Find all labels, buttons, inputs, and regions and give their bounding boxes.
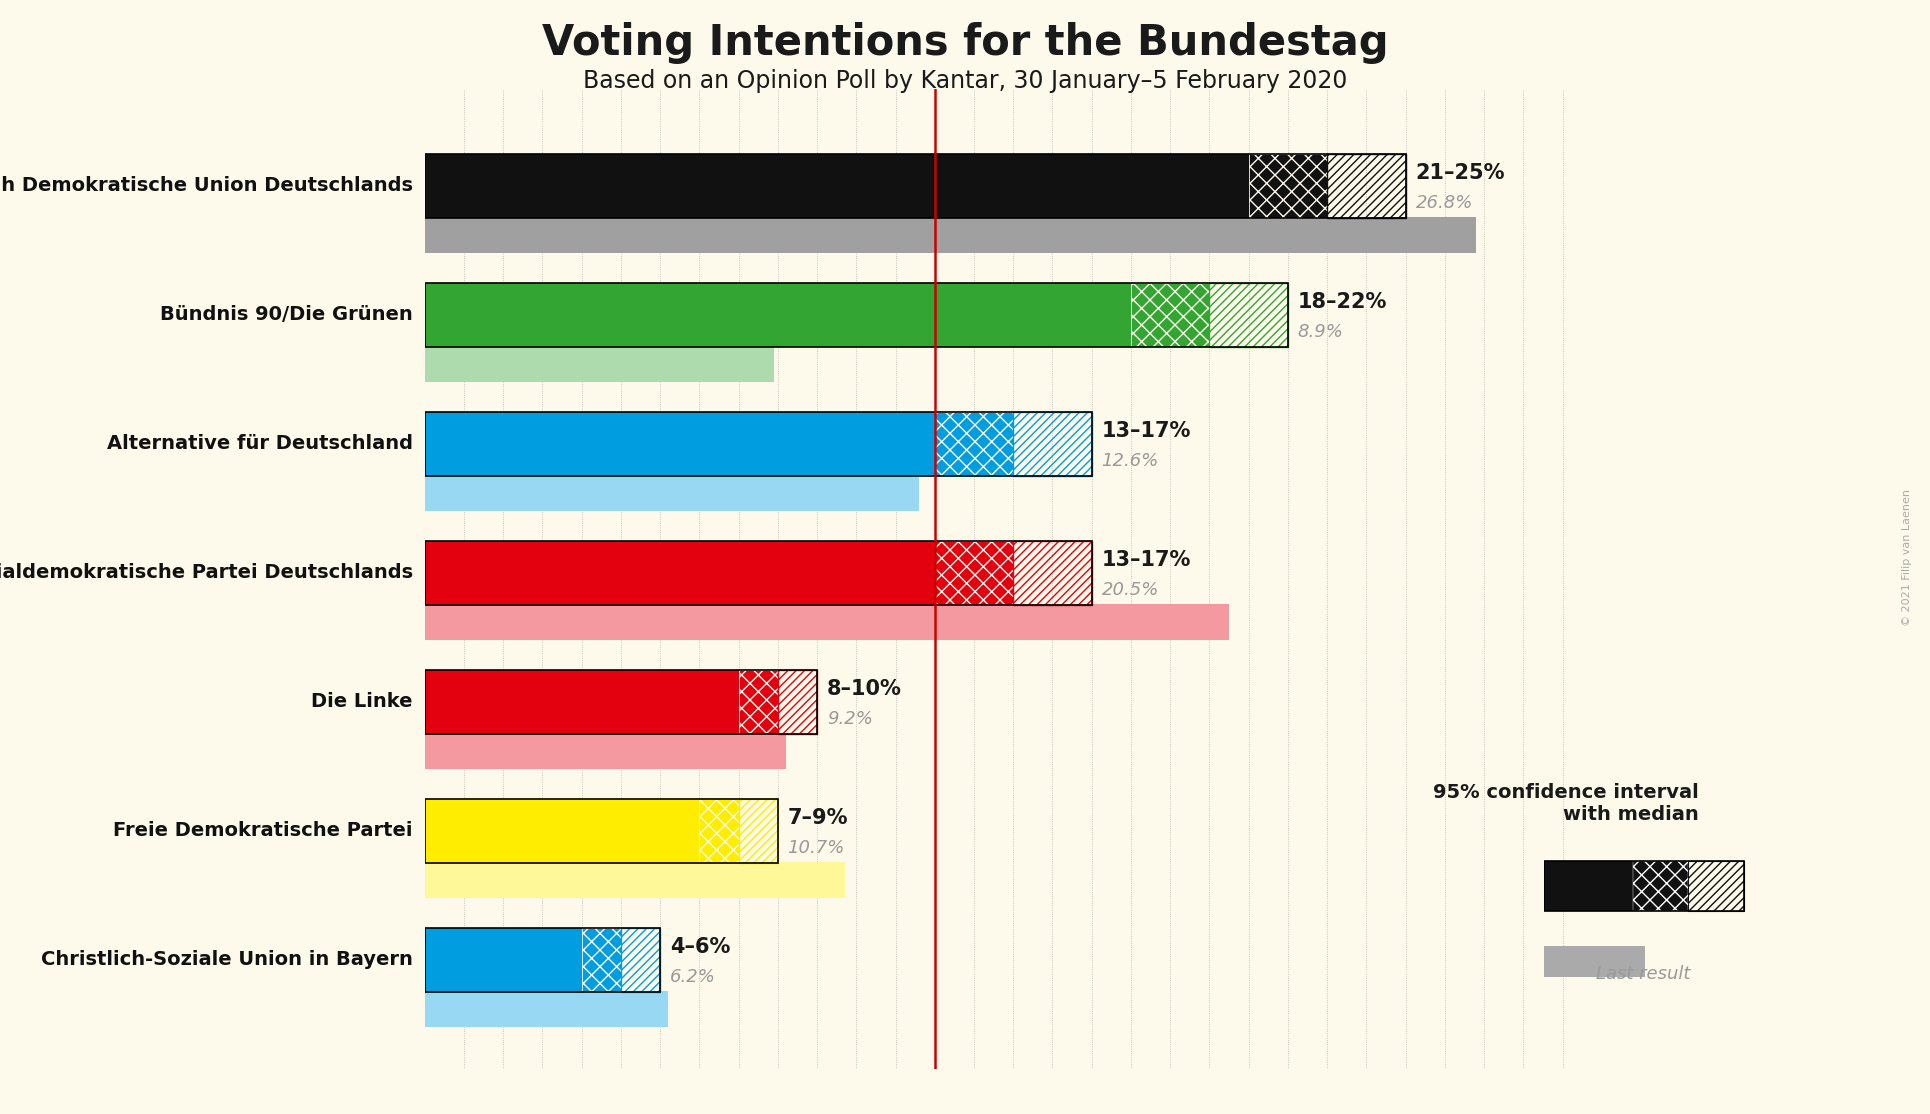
Bar: [425, 928, 660, 993]
Bar: [621, 928, 660, 993]
Text: 10.7%: 10.7%: [787, 839, 845, 857]
Bar: [425, 475, 919, 511]
Text: 21–25%: 21–25%: [1415, 163, 1505, 183]
Bar: [425, 862, 845, 898]
Text: 13–17%: 13–17%: [1102, 550, 1191, 570]
Bar: [425, 217, 1476, 253]
Text: 18–22%: 18–22%: [1297, 292, 1388, 312]
Bar: [1210, 283, 1287, 348]
Text: 8–10%: 8–10%: [826, 678, 901, 698]
Text: Sozialdemokratische Partei Deutschlands: Sozialdemokratische Partei Deutschlands: [0, 564, 413, 583]
Bar: [425, 799, 699, 863]
Bar: [1633, 861, 1689, 911]
Text: Die Linke: Die Linke: [311, 692, 413, 712]
Bar: [425, 799, 778, 863]
Bar: [425, 154, 1405, 218]
Bar: [425, 928, 581, 993]
Bar: [1544, 946, 1644, 977]
Bar: [425, 283, 1287, 348]
Bar: [425, 990, 668, 1027]
Bar: [1249, 154, 1328, 218]
Bar: [425, 283, 1131, 348]
Bar: [425, 411, 1092, 476]
Text: 8.9%: 8.9%: [1297, 323, 1343, 341]
Bar: [425, 540, 1092, 605]
Text: Last result: Last result: [1596, 965, 1691, 983]
Bar: [1328, 154, 1405, 218]
Text: Based on an Opinion Poll by Kantar, 30 January–5 February 2020: Based on an Opinion Poll by Kantar, 30 J…: [583, 69, 1347, 94]
Bar: [1131, 283, 1210, 348]
Text: 95% confidence interval
with median: 95% confidence interval with median: [1432, 783, 1698, 824]
Text: 13–17%: 13–17%: [1102, 421, 1191, 441]
Bar: [425, 733, 786, 769]
Bar: [778, 670, 816, 734]
Text: Bündnis 90/Die Grünen: Bündnis 90/Die Grünen: [160, 305, 413, 324]
Text: Voting Intentions for the Bundestag: Voting Intentions for the Bundestag: [542, 22, 1388, 65]
Bar: [739, 799, 778, 863]
Bar: [425, 670, 739, 734]
Bar: [1013, 411, 1092, 476]
Text: 9.2%: 9.2%: [826, 710, 872, 727]
Bar: [1689, 861, 1743, 911]
Text: Christlich-Soziale Union in Bayern: Christlich-Soziale Union in Bayern: [41, 950, 413, 969]
Bar: [699, 799, 739, 863]
Text: Christlich Demokratische Union Deutschlands: Christlich Demokratische Union Deutschla…: [0, 176, 413, 195]
Bar: [425, 670, 816, 734]
Bar: [581, 928, 621, 993]
Text: 26.8%: 26.8%: [1415, 194, 1473, 212]
Text: 6.2%: 6.2%: [670, 968, 716, 986]
Text: 12.6%: 12.6%: [1102, 451, 1158, 470]
Text: 4–6%: 4–6%: [670, 937, 730, 957]
Bar: [739, 670, 778, 734]
Bar: [425, 411, 934, 476]
Text: 7–9%: 7–9%: [787, 808, 847, 828]
Bar: [425, 345, 774, 382]
Text: Alternative für Deutschland: Alternative für Deutschland: [106, 434, 413, 453]
Bar: [1013, 540, 1092, 605]
Bar: [425, 540, 934, 605]
Bar: [1544, 861, 1745, 911]
Bar: [934, 540, 1013, 605]
Text: Freie Demokratische Partei: Freie Demokratische Partei: [114, 821, 413, 840]
Bar: [934, 411, 1013, 476]
Bar: [1544, 861, 1633, 911]
Text: © 2021 Filip van Laenen: © 2021 Filip van Laenen: [1901, 489, 1913, 625]
Text: 20.5%: 20.5%: [1102, 580, 1158, 598]
Bar: [425, 604, 1229, 639]
Bar: [425, 154, 1249, 218]
